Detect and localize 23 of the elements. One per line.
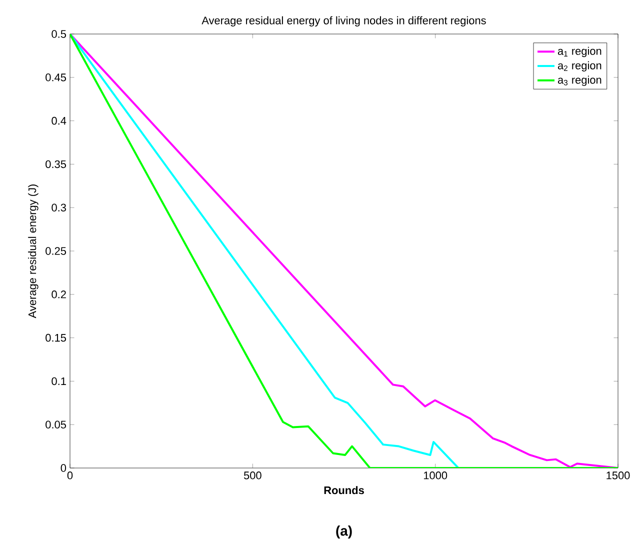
y-axis-title: Average residual energy (J) — [28, 184, 38, 318]
line-series — [70, 34, 618, 468]
y-tick-label: 0.3 — [52, 204, 66, 212]
chart-title: Average residual energy of living nodes in different regions — [202, 16, 486, 26]
legend-label: a$_{2}$ region — [558, 61, 602, 72]
legend-label: a$_{3}$ region — [558, 76, 602, 86]
x-tick-label: 1000 — [424, 472, 448, 480]
y-tick-label: 0.2 — [52, 290, 66, 298]
y-tick-label: 0.15 — [46, 334, 66, 342]
legend-label: a$_{1}$ region — [558, 46, 602, 58]
x-tick-label: 1500 — [606, 472, 630, 480]
x-tick-label: 500 — [244, 472, 262, 480]
y-tick-label: 0.4 — [52, 116, 66, 125]
y-tick-label: 0.1 — [52, 377, 66, 386]
x-axis-title: Rounds — [324, 486, 364, 494]
y-tick-label: 0.25 — [46, 247, 66, 255]
text: (a) — [336, 526, 352, 539]
y-tick-label: 0.05 — [46, 420, 66, 428]
y-tick-label: 0.35 — [46, 160, 66, 168]
y-tick-label: 0.45 — [46, 74, 66, 82]
y-tick-label: 0 — [60, 464, 66, 472]
y-tick-label: 0.5 — [52, 30, 66, 38]
x-tick-label: 0 — [67, 472, 73, 480]
